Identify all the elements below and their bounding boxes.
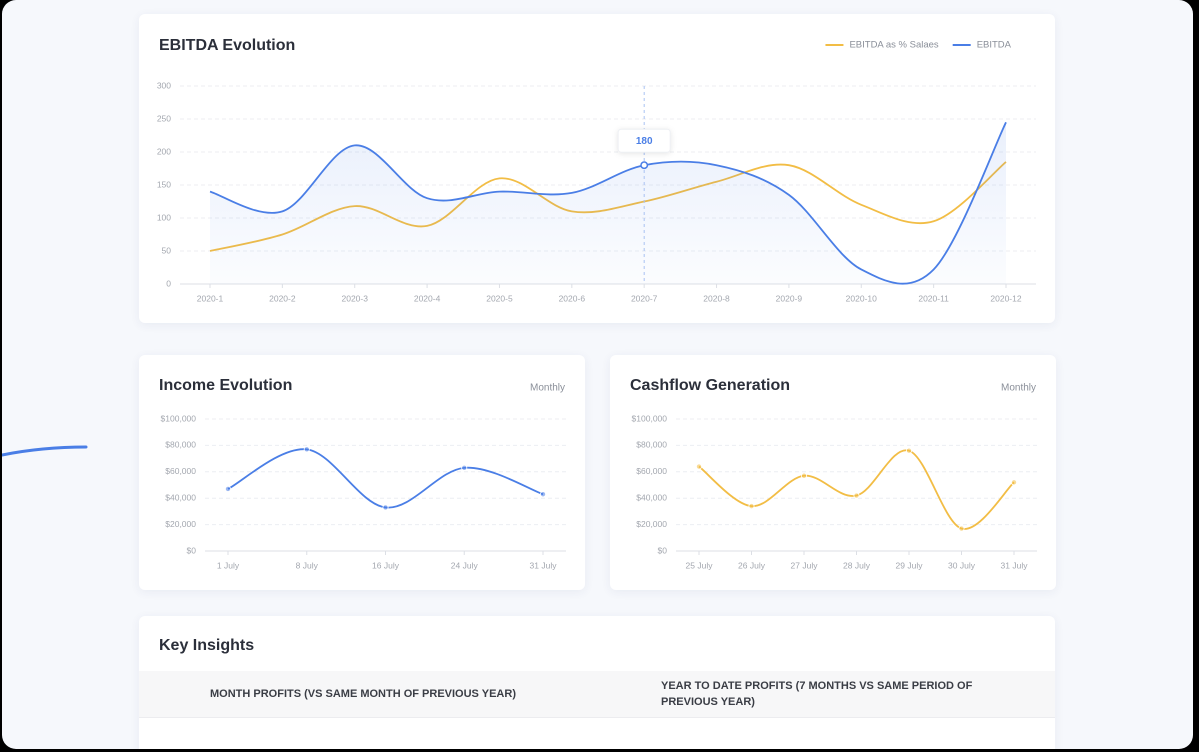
x-tick-label: 29 July	[896, 560, 924, 570]
x-tick-label: 8 July	[296, 560, 319, 570]
x-tick-label: 2020-1	[197, 293, 224, 303]
x-tick-label: 2020-12	[990, 293, 1021, 303]
point	[303, 446, 310, 453]
point	[958, 525, 965, 532]
y-tick-label: 150	[157, 179, 171, 189]
y-tick-label: $100,000	[632, 413, 668, 423]
y-tick-label: 200	[157, 146, 171, 156]
x-tick-label: 2020-2	[269, 293, 296, 303]
x-tick-label: 2020-6	[559, 293, 586, 303]
point	[696, 463, 703, 470]
chart-card: EBITDA Evolution 0 50 100 150 200 250 300 2020-…	[139, 14, 1055, 323]
y-tick-label: $20,000	[165, 519, 196, 529]
y-tick-label: $60,000	[165, 466, 196, 476]
chart: EBITDA Evolution 0 50 100 150 200 250 300 2020-…	[157, 37, 1036, 303]
y-tick-label: $20,000	[636, 519, 667, 529]
y-tick-label: $100,000	[161, 413, 197, 423]
y-tick-label: $40,000	[165, 492, 196, 502]
y-tick-label: $0	[187, 545, 197, 555]
point	[225, 485, 232, 492]
y-tick-label: $80,000	[165, 440, 196, 450]
x-tick-label: 2020-4	[414, 293, 441, 303]
y-tick-label: $80,000	[636, 440, 667, 450]
table-header: MONTH PROFITS (VS SAME MONTH OF PREVIOUS…	[139, 671, 1055, 718]
point	[461, 464, 468, 471]
x-tick-label: 2020-3	[341, 293, 368, 303]
chart-card: Cashflow Generation Monthly $0 $20,000 $40…	[610, 355, 1056, 590]
y-tick-label: 300	[157, 80, 171, 90]
y-tick-label: 50	[162, 245, 172, 255]
column-header: MONTH PROFITS (VS SAME MONTH OF PREVIOUS…	[210, 688, 516, 700]
legend-label: EBITDA	[977, 40, 1012, 51]
chart-card: Income Evolution Monthly $0 $20,000 $40,00…	[139, 355, 585, 590]
y-tick-label: $0	[658, 545, 668, 555]
column-header: YEAR TO DATE PROFITS (7 MONTHS VS SAME P…	[661, 680, 973, 708]
y-tick-label: 0	[166, 278, 171, 288]
point	[800, 472, 807, 479]
point	[539, 491, 546, 498]
y-tick-label: $40,000	[636, 492, 667, 502]
x-tick-label: 27 July	[791, 560, 819, 570]
chart: Income Evolution Monthly $0 $20,000 $40,00…	[159, 377, 566, 570]
point	[853, 492, 860, 499]
x-tick-label: 24 July	[451, 560, 479, 570]
x-tick-label: 2020-7	[631, 293, 658, 303]
x-tick-label: 26 July	[738, 560, 766, 570]
x-tick-label: 16 July	[372, 560, 400, 570]
chart-title: EBITDA Evolution	[159, 37, 295, 54]
x-tick-label: 2020-11	[918, 293, 949, 303]
y-tick-label: 100	[157, 212, 171, 222]
x-tick-label: 2020-5	[486, 293, 513, 303]
insights-card: Key Insights MONTH PROFITS (VS SAME MONT…	[139, 616, 1055, 749]
line	[698, 449, 1015, 530]
x-tick-label: 31 July	[1001, 560, 1029, 570]
tooltip	[617, 128, 671, 153]
legend-label: EBITDA as % Salaes	[849, 40, 938, 51]
tooltip-label: 180	[636, 136, 653, 147]
x-tick-label: 25 July	[686, 560, 714, 570]
x-tick-label: 28 July	[843, 560, 871, 570]
point	[748, 503, 755, 510]
x-tick-label: 30 July	[948, 560, 976, 570]
y-tick-label: $60,000	[636, 466, 667, 476]
chart-subtitle[interactable]: Monthly	[530, 383, 565, 394]
line-area	[210, 122, 1006, 284]
chart-title: Income Evolution	[159, 377, 292, 394]
y-tick-label: 250	[157, 113, 171, 123]
decoration	[2, 445, 88, 457]
line	[227, 448, 544, 509]
chart-title: Cashflow Generation	[630, 377, 790, 394]
x-tick-label: 1 July	[217, 560, 240, 570]
insights-title: Key Insights	[159, 637, 255, 654]
point	[905, 447, 912, 454]
point	[640, 161, 649, 170]
point	[1010, 479, 1017, 486]
x-tick-label: 2020-10	[846, 293, 877, 303]
chart-subtitle[interactable]: Monthly	[1001, 383, 1036, 394]
x-tick-label: 2020-9	[776, 293, 803, 303]
x-tick-label: 2020-8	[703, 293, 730, 303]
point	[382, 504, 389, 511]
chart: Cashflow Generation Monthly $0 $20,000 $40…	[630, 377, 1037, 570]
x-tick-label: 31 July	[530, 560, 558, 570]
line	[209, 121, 1007, 285]
